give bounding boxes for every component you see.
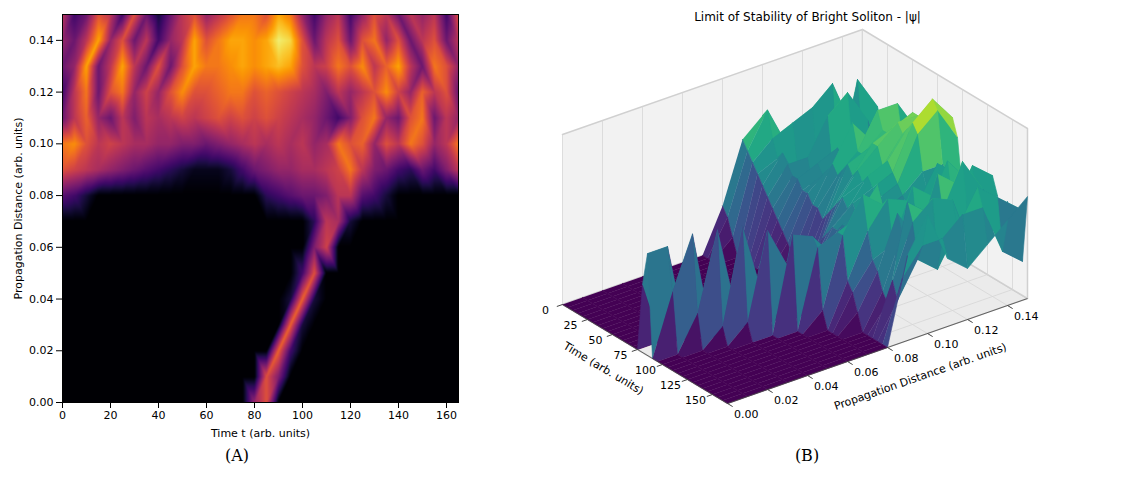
svg-text:0.06: 0.06 [854, 366, 879, 379]
html-text:(B): (B) [794, 446, 820, 465]
svg-text:120: 120 [340, 409, 361, 422]
svg-text:0: 0 [59, 409, 66, 422]
html-text:(A): (A) [225, 446, 249, 465]
svg-text:0.00: 0.00 [29, 396, 54, 409]
svg-text:0.14: 0.14 [29, 34, 54, 47]
svg-text:125: 125 [660, 379, 681, 392]
svg-text:Limit of Stability of Bright S: Limit of Stability of Bright Soliton - |… [694, 10, 921, 24]
svg-text:Time t (arb. units): Time t (arb. units) [210, 427, 310, 440]
svg-text:0.00: 0.00 [734, 408, 759, 421]
svg-text:0.04: 0.04 [814, 380, 839, 393]
svg-text:0.12: 0.12 [974, 324, 999, 337]
svg-text:140: 140 [388, 409, 409, 422]
svg-text:0.04: 0.04 [29, 293, 54, 306]
svg-text:20: 20 [104, 409, 118, 422]
svg-text:150: 150 [685, 394, 706, 407]
svg-text:Time (arb. units): Time (arb. units) [560, 339, 646, 398]
svg-text:0.14: 0.14 [1014, 310, 1039, 323]
svg-text:0.10: 0.10 [934, 338, 959, 351]
svg-text:40: 40 [152, 409, 166, 422]
svg-text:160: 160 [436, 409, 457, 422]
svg-text:0: 0 [542, 304, 549, 317]
svg-text:0.08: 0.08 [894, 352, 919, 365]
svg-text:60: 60 [200, 409, 214, 422]
svg-text:0.08: 0.08 [29, 189, 54, 202]
svg-text:75: 75 [614, 349, 628, 362]
svg-text:Propagation Distance (arb. uni: Propagation Distance (arb. units) [832, 341, 1008, 413]
svg-text:0.02: 0.02 [29, 344, 54, 357]
svg-text:100: 100 [635, 364, 656, 377]
svg-text:80: 80 [248, 409, 262, 422]
svg-text:25: 25 [564, 319, 578, 332]
svg-text:0.06: 0.06 [29, 241, 54, 254]
svg-text:Propagation Distance (arb. uni: Propagation Distance (arb. units) [12, 118, 25, 300]
svg-text:0.10: 0.10 [29, 137, 54, 150]
svg-text:100: 100 [292, 409, 313, 422]
svg-text:0.02: 0.02 [774, 394, 799, 407]
svg-text:0.12: 0.12 [29, 86, 54, 99]
svg-text:50: 50 [589, 334, 603, 347]
